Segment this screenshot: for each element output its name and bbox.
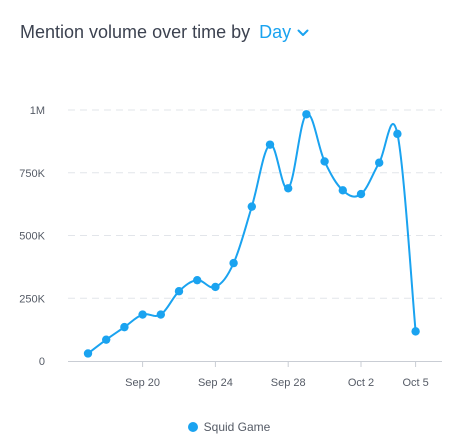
y-tick-label: 750K bbox=[19, 168, 45, 180]
chart-header: Mention volume over time by Day bbox=[20, 22, 309, 43]
legend-item-series[interactable]: Squid Game bbox=[187, 420, 271, 434]
data-point[interactable]: Sep 18: 85000 bbox=[102, 335, 111, 344]
granularity-dropdown[interactable]: Day bbox=[259, 22, 309, 43]
line-chart: 0 250K 500K 750K 1M Sep 20 Sep 24 Sep 28 Oct 2 Oc… bbox=[19, 105, 442, 389]
chevron-down-icon bbox=[297, 29, 309, 37]
y-tick-label: 500K bbox=[19, 231, 45, 243]
y-tick-label: 250K bbox=[19, 293, 45, 305]
chart-title: Mention volume over time by bbox=[20, 22, 251, 42]
data-point[interactable]: Sep 21: 185000 bbox=[156, 310, 165, 319]
data-point[interactable]: Sep 25: 390000 bbox=[229, 258, 238, 268]
legend-marker bbox=[187, 422, 198, 432]
data-point[interactable]: Oct 1: 680000 bbox=[338, 186, 347, 195]
data-point[interactable]: Sep 26: 615000 bbox=[247, 202, 256, 211]
data-point[interactable]: Oct 4: 905000 bbox=[393, 129, 402, 139]
data-point[interactable]: Sep 29: 983000 bbox=[302, 110, 311, 119]
data-point[interactable]: Sep 22: 278000 bbox=[174, 287, 184, 296]
x-tick-label: Sep 28 bbox=[271, 377, 306, 389]
data-point[interactable]: Oct 2: 665000 bbox=[356, 189, 366, 199]
data-point[interactable]: Sep 23: 322000 bbox=[193, 275, 202, 285]
y-tick-label: 0 bbox=[39, 356, 45, 368]
data-point[interactable]: Sep 24: 295000 bbox=[211, 282, 220, 292]
x-tick-label: Oct 2 bbox=[348, 377, 374, 389]
data-point[interactable]: Oct 3: 790000 bbox=[375, 158, 384, 167]
data-point[interactable]: Sep 30: 795000 bbox=[320, 157, 329, 166]
granularity-value: Day bbox=[259, 22, 292, 42]
data-point[interactable]: Sep 19: 135000 bbox=[120, 322, 129, 332]
y-tick-label: 1M bbox=[30, 105, 45, 117]
data-point[interactable]: Sep 20: 185000 bbox=[138, 310, 147, 319]
data-point[interactable]: Oct 5: 118000 bbox=[411, 327, 420, 336]
x-tick-label: Oct 5 bbox=[402, 377, 428, 389]
data-point[interactable]: Sep 27: 862000 bbox=[265, 140, 275, 149]
x-tick-label: Sep 20 bbox=[125, 377, 160, 389]
chart-legend: Squid Game bbox=[0, 420, 458, 434]
data-point[interactable]: Sep 28: 688000 bbox=[284, 184, 293, 193]
x-tick-label: Sep 24 bbox=[198, 377, 233, 389]
data-point[interactable]: Sep 17: 30000 bbox=[83, 349, 93, 358]
legend-label: Squid Game bbox=[203, 420, 271, 434]
series-line bbox=[87, 113, 417, 355]
